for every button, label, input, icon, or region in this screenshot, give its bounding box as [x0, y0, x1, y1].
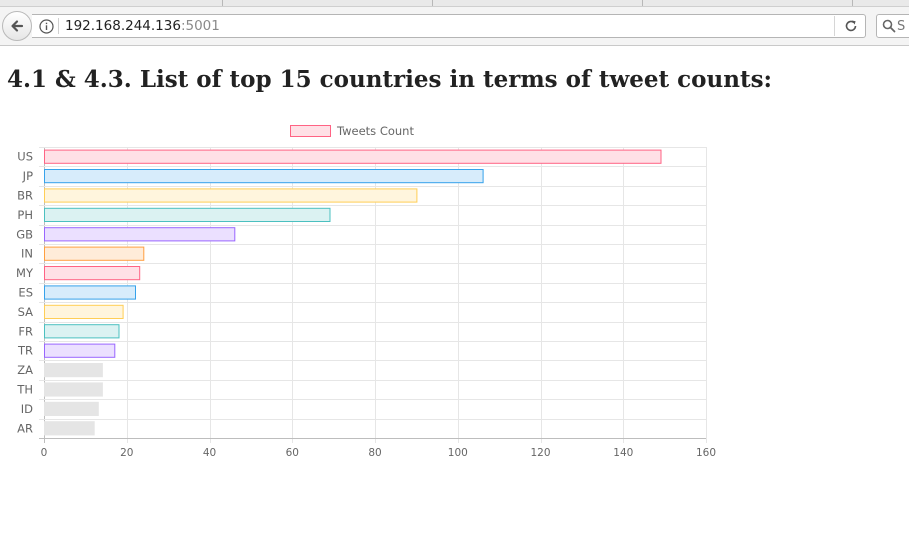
- tweets-bar-chart: US JP BR PH GB IN MY ES SA FR TR ZA TH ID AR 0 20 40 60 80 1…: [16, 124, 716, 459]
- bar-za: [44, 363, 103, 378]
- tab-separator: [432, 0, 433, 6]
- back-arrow-icon: [11, 20, 24, 32]
- bar-br: [44, 188, 418, 203]
- bar-sa: [44, 304, 124, 320]
- category-label: TR: [17, 344, 33, 358]
- tab-separator: [852, 0, 853, 6]
- category-label: US: [17, 150, 33, 164]
- x-tick-label: 120: [530, 447, 550, 459]
- bar-fr: [44, 324, 120, 339]
- url-bar[interactable]: 192.168.244.136:5001: [32, 14, 866, 38]
- x-tick-label: 0: [41, 447, 48, 459]
- bar-in: [44, 246, 145, 261]
- bar-tr: [44, 343, 116, 358]
- page-title: 4.1 & 4.3. List of top 15 countries in t…: [7, 66, 773, 93]
- x-tick-label: 100: [448, 447, 468, 459]
- url-text[interactable]: 192.168.244.136:5001: [65, 18, 220, 35]
- category-label: JP: [22, 169, 33, 183]
- bar-th: [44, 382, 103, 397]
- category-label: IN: [21, 247, 33, 261]
- x-tick-label: 140: [613, 447, 633, 459]
- magnifier-icon: [882, 19, 896, 33]
- bar-ph: [44, 207, 331, 223]
- category-label: PH: [17, 208, 33, 222]
- bar-es: [44, 285, 136, 300]
- back-button[interactable]: [2, 11, 32, 41]
- reload-divider: [834, 16, 835, 36]
- x-tick-label: 160: [696, 447, 716, 459]
- tab-strip[interactable]: [0, 0, 909, 7]
- category-label: GB: [16, 227, 33, 241]
- url-port: :5001: [180, 18, 220, 34]
- search-placeholder: S: [897, 19, 906, 34]
- x-tick-label: 80: [368, 447, 381, 459]
- url-host: 192.168.244.136: [65, 18, 181, 34]
- site-info-icon[interactable]: [39, 19, 54, 34]
- category-label: FR: [18, 324, 33, 338]
- legend-label: Tweets Count: [336, 124, 414, 138]
- navigation-toolbar: 192.168.244.136:5001 S: [0, 7, 909, 46]
- tab-separator: [642, 0, 643, 6]
- category-label: AR: [17, 421, 33, 435]
- category-label: BR: [17, 189, 33, 203]
- category-label: SA: [18, 305, 34, 319]
- tab-separator: [222, 0, 223, 6]
- category-label: MY: [16, 266, 34, 280]
- x-tick-label: 40: [203, 447, 216, 459]
- x-tick-label: 60: [286, 447, 299, 459]
- reload-icon[interactable]: [844, 19, 858, 33]
- category-label: ID: [21, 402, 33, 416]
- search-bar[interactable]: S: [876, 14, 909, 38]
- x-tick-label: 20: [120, 447, 133, 459]
- bar-us: [44, 149, 662, 164]
- bar-gb: [44, 227, 236, 242]
- legend-swatch: [290, 125, 331, 137]
- bar-ar: [44, 421, 95, 436]
- bar-jp: [44, 169, 484, 184]
- url-divider: [58, 18, 59, 34]
- category-label: TH: [16, 383, 33, 397]
- bar-id: [44, 401, 99, 416]
- category-label: ES: [18, 286, 33, 300]
- category-label: ZA: [17, 363, 33, 377]
- bar-my: [44, 266, 141, 281]
